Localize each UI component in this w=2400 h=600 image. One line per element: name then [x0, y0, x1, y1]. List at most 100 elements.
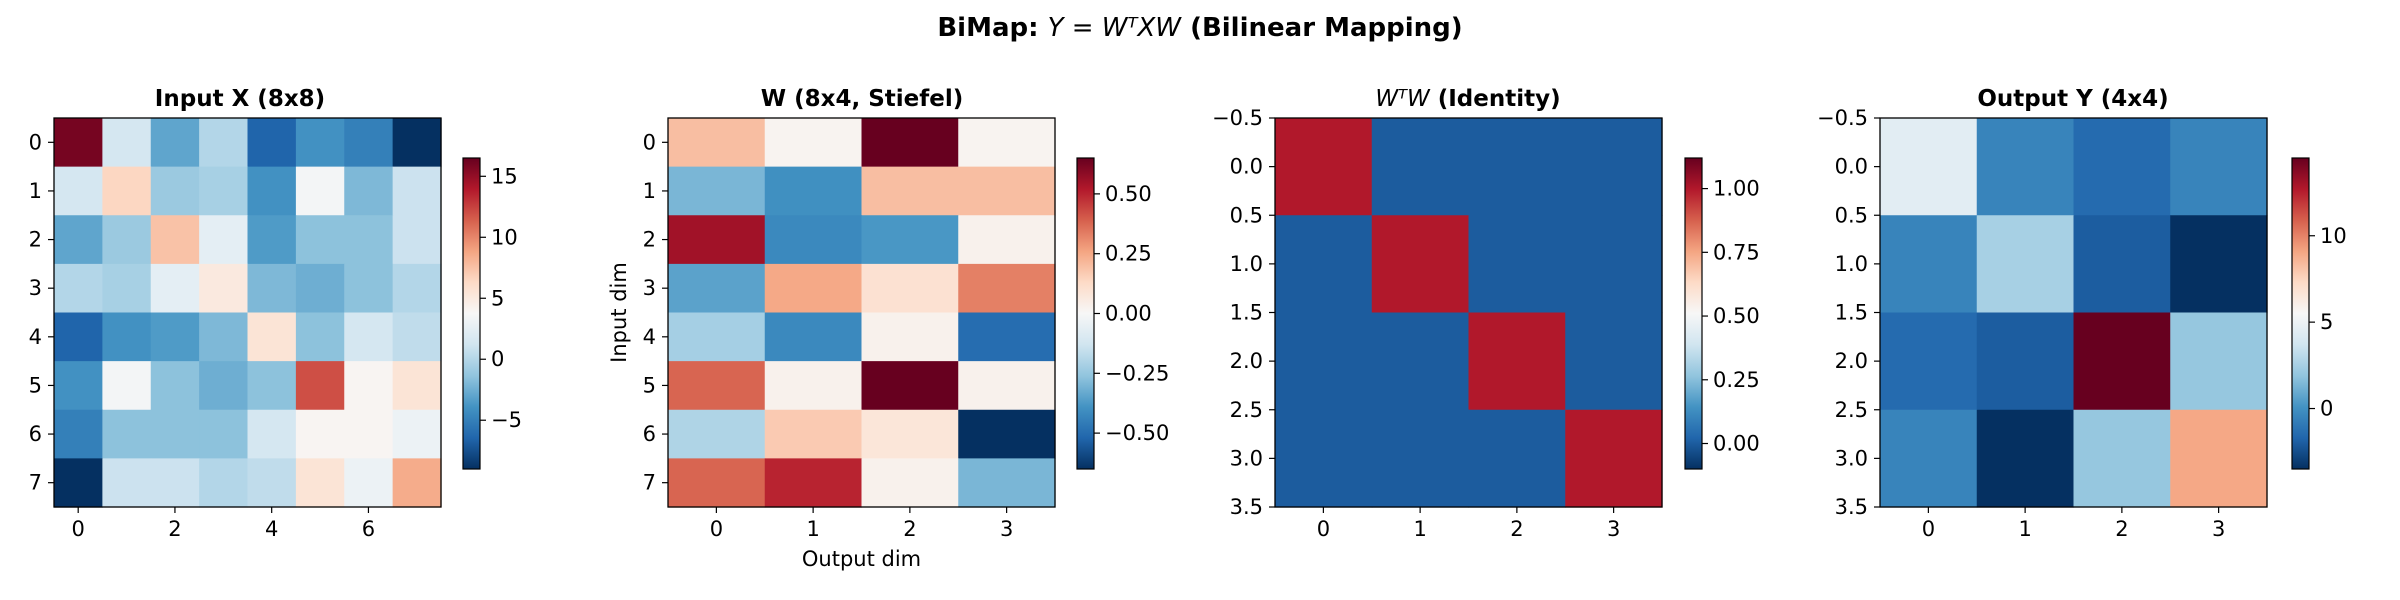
heatmap-cell-r2-c0: [1880, 312, 1978, 411]
heatmap-cell-r3-c3: [1565, 409, 1663, 508]
heatmap-cell-r1-c2: [1468, 215, 1566, 314]
y-tick-label: 1: [29, 179, 42, 203]
y-tick-label: 2: [29, 228, 42, 252]
heatmap-cell-r0-c3: [199, 118, 249, 168]
heatmap-cell-r1-c2: [150, 166, 200, 216]
heatmap-cell-r1-c3: [2170, 215, 2268, 314]
heatmap-cell-r0-c3: [958, 118, 1056, 168]
y-tick-label: 3: [643, 276, 656, 300]
x-tick-label: 2: [1510, 517, 1523, 541]
heatmap-cell-r2-c3: [1565, 312, 1663, 411]
x-tick-label: 2: [903, 517, 916, 541]
colorbar-frame: [462, 157, 481, 470]
heatmap-cell-r0-c6: [344, 118, 394, 168]
x-tick-label: 4: [265, 517, 278, 541]
heatmap-cell-r0-c5: [295, 118, 345, 168]
heatmap-cell-r3-c6: [344, 263, 394, 314]
heatmap-cell-r7-c7: [392, 458, 442, 508]
heatmap-cell-r0-c3: [2170, 118, 2268, 216]
y-tick-label: −0.5: [1212, 106, 1263, 130]
panel-title-text: Input X (8x8): [155, 86, 325, 112]
colorbar-tick-label: 10: [491, 225, 518, 249]
y-tick-label: 2.5: [1230, 398, 1263, 422]
heatmap-cell-r3-c1: [1371, 409, 1470, 508]
heatmap-cell-r4-c2: [150, 312, 200, 362]
y-tick-label: −0.5: [1817, 106, 1868, 130]
heatmap-cell-r2-c0: [54, 215, 103, 265]
heatmap-cell-r3-c4: [247, 263, 297, 314]
x-tick-label: 0: [72, 517, 85, 541]
figure-title-prefix: BiMap:: [937, 13, 1047, 43]
heatmap-cell-r0-c1: [764, 118, 863, 168]
heatmap-cell-r4-c3: [199, 312, 249, 362]
y-tick-label: 1.0: [1835, 252, 1868, 276]
colorbar-tick-label: 1.00: [1713, 177, 1760, 201]
heatmap-cell-r1-c4: [247, 166, 297, 216]
heatmap-cell-r0-c0: [1880, 118, 1978, 216]
panel-title-math: WᵀW: [1375, 86, 1431, 112]
panel-title-text: Output Y (4x4): [1977, 86, 2168, 112]
axes-frame: [53, 117, 442, 508]
y-tick-label: 5: [29, 373, 42, 397]
heatmap-cell-r4-c4: [247, 312, 297, 362]
heatmap-cell-r5-c4: [247, 361, 297, 411]
heatmap-cell-r6-c0: [668, 409, 766, 459]
heatmap-cell-r2-c5: [295, 215, 345, 265]
heatmap-cell-r0-c2: [1468, 118, 1566, 216]
y-tick-label: 1.5: [1835, 301, 1868, 325]
heatmap-cell-r7-c1: [102, 458, 152, 508]
x-tick-label: 2: [168, 517, 181, 541]
colorbar-tick-label: 0.75: [1713, 240, 1760, 264]
heatmap-cell-r2-c3: [958, 215, 1056, 265]
x-tick-label: 0: [710, 517, 723, 541]
heatmap-cell-r1-c0: [668, 166, 766, 216]
heatmap-cell-r2-c1: [1976, 312, 2075, 411]
heatmap-cell-r1-c1: [102, 166, 152, 216]
heatmap-cell-r3-c3: [958, 263, 1056, 314]
heatmap-cell-r3-c7: [392, 263, 442, 314]
heatmap-cell-r3-c2: [861, 263, 959, 314]
heatmap-cell-r6-c1: [764, 409, 863, 459]
y-tick-label: 3.5: [1230, 495, 1263, 519]
panel-title-text: W (8x4, Stiefel): [761, 86, 964, 112]
y-tick-label: 7: [29, 471, 42, 495]
panel-title: Output Y (4x4): [1977, 86, 2168, 112]
heatmap-cell-r5-c7: [392, 361, 442, 411]
heatmap-cell-r7-c4: [247, 458, 297, 508]
heatmap-cell-r1-c1: [1976, 215, 2075, 314]
heatmap-cell-r1-c3: [199, 166, 249, 216]
heatmap-cell-r7-c5: [295, 458, 345, 508]
heatmap-cell-r5-c2: [861, 361, 959, 411]
heatmap-cell-r5-c6: [344, 361, 394, 411]
y-tick-label: 7: [643, 471, 656, 495]
heatmap-cell-r4-c7: [392, 312, 442, 362]
heatmap-cell-r2-c3: [199, 215, 249, 265]
colorbar-tick-label: 0.25: [1713, 368, 1760, 392]
heatmap-cell-r4-c1: [102, 312, 152, 362]
heatmap-cell-r6-c2: [150, 409, 200, 459]
heatmap-cell-r2-c3: [2170, 312, 2268, 411]
heatmap-cell-r6-c0: [54, 409, 103, 459]
colorbar-gradient: [2292, 158, 2309, 469]
x-axis-label: Output dim: [802, 547, 921, 571]
colorbar-gradient: [463, 158, 480, 469]
heatmap-cell-r2-c7: [392, 215, 442, 265]
heatmap-cell-r3-c2: [2073, 409, 2171, 508]
heatmap-cell-r0-c3: [1565, 118, 1663, 216]
colorbar: 0.00 0.25 0.50 0.75 1.00: [1684, 157, 1760, 470]
heatmap-cell-r0-c0: [668, 118, 766, 168]
x-tick-label: 1: [806, 517, 819, 541]
colorbar-frame: [2291, 157, 2310, 470]
heatmap-cell-r0-c7: [392, 118, 442, 168]
heatmap-cell-r2-c2: [150, 215, 200, 265]
colorbar-tick-label: −0.50: [1105, 421, 1169, 445]
heatmap-cell-r2-c1: [764, 215, 863, 265]
y-tick-label: 0.0: [1835, 155, 1868, 179]
y-tick-label: 1: [643, 179, 656, 203]
heatmap-cell-r5-c5: [295, 361, 345, 411]
heatmap-cell-r5-c2: [150, 361, 200, 411]
panel-input-x: Input X (8x8) 0 2 4 6 0 1 2 3 4 5 6 7 −5 0 5 10 15: [29, 86, 522, 541]
y-tick-label: 0: [29, 130, 42, 154]
heatmap-cell-r2-c2: [1468, 312, 1566, 411]
